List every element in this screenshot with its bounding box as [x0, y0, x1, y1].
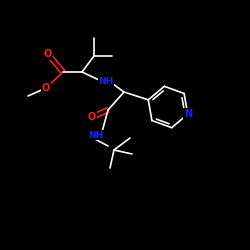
- Text: O: O: [44, 49, 52, 59]
- Text: NH: NH: [88, 130, 104, 140]
- Text: O: O: [88, 112, 96, 122]
- Text: N: N: [184, 109, 192, 119]
- Text: NH: NH: [98, 78, 114, 86]
- Text: O: O: [42, 83, 50, 93]
